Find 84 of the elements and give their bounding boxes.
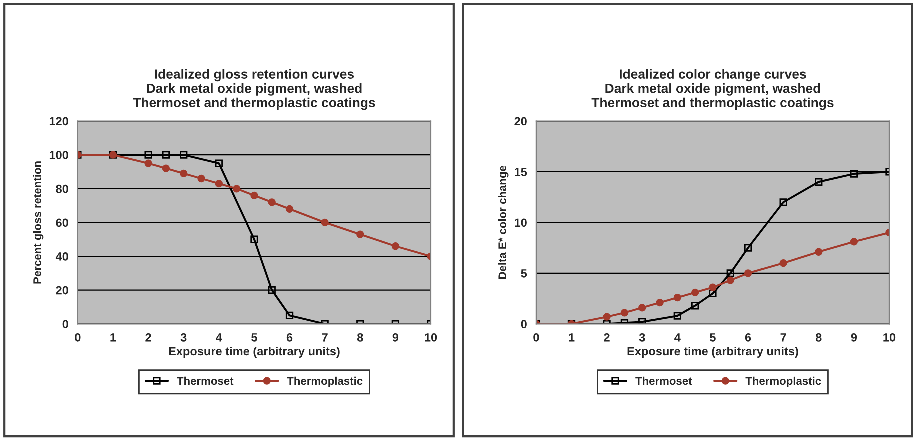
x-tick-label: 2 [604,333,610,342]
y-tick-label: 120 [50,117,68,126]
x-tick-label: 8 [816,333,822,342]
point [198,174,206,183]
point [162,164,170,172]
y-tick-label: 60 [56,218,68,228]
point [286,205,294,213]
point [180,170,188,178]
point [603,313,611,321]
y-tick-label: 40 [56,252,68,261]
point [162,151,170,159]
point [180,151,188,159]
point [321,218,329,227]
point [780,198,788,206]
x-tick-label: 7 [322,334,328,342]
x-tick-label: 2 [146,333,152,342]
y-tick-label: 20 [514,117,527,126]
legend-label: Thermoplastic [746,376,822,388]
chart-title: Idealized color change curves Dark metal oxide pigment, washed Thermoset and thermoplastic coatings [592,69,834,110]
point [691,302,700,310]
x-axis-title: Exposure time (arbitrary units) [628,346,798,358]
point [638,304,646,312]
x-axis-title: Exposure time (arbitrary units) [169,346,340,358]
point [144,160,152,168]
x-tick-label: 9 [851,333,858,342]
x-tick-label: 0 [75,333,81,342]
x-tick-label: 4 [216,334,222,342]
point [656,299,664,307]
point [392,242,400,250]
point [215,180,223,188]
y-tick-label: 15 [515,168,528,176]
point [850,170,858,178]
point [215,160,223,168]
x-tick-label: 6 [745,333,752,342]
y-tick-label: 0 [521,320,527,329]
point [815,178,823,186]
x-tick-label: 3 [180,333,187,342]
point [620,309,629,317]
legend-label: Thermoplastic [287,376,363,388]
x-tick-label: 0 [534,333,540,342]
point [674,294,682,302]
point [356,230,364,238]
y-tick-label: 10 [515,218,527,228]
point [815,248,823,256]
x-tick-label: 1 [110,334,116,342]
x-tick-label: 7 [780,334,786,342]
y-tick-label: 100 [50,151,68,160]
point [674,312,682,320]
point [286,312,294,320]
point [268,286,276,294]
point [850,238,858,246]
y-tick-label: 80 [56,184,68,194]
y-axis-title: Percent gloss retention [33,162,44,284]
point [709,290,717,298]
x-tick-label: 6 [286,333,293,342]
x-tick-label: 8 [357,333,364,342]
x-tick-label: 10 [884,333,896,342]
legend-label: Thermoset [177,376,234,386]
point [232,185,241,193]
point [691,288,700,297]
y-tick-label: 5 [521,270,528,278]
x-tick-label: 1 [569,334,575,342]
x-tick-label: 3 [639,333,646,342]
y-tick-label: 20 [56,286,68,295]
y-tick-label: 0 [62,320,68,329]
point [780,259,788,268]
x-tick-label: 10 [425,333,438,342]
x-tick-label: 5 [252,334,258,342]
chart-title: Idealized gloss retention curves Dark metal oxide pigment, washed Thermoset and thermoplastic coatings [133,69,376,110]
y-axis-title: Delta E* color change [498,166,509,280]
point [250,236,258,244]
x-tick-label: 9 [392,333,399,342]
point [726,276,734,284]
legend-label: Thermoset [636,376,692,386]
point [744,244,752,252]
point [250,192,258,200]
point [144,151,152,159]
point [726,270,734,278]
point [744,270,752,278]
point [638,318,646,324]
x-tick-label: 4 [674,334,681,342]
x-tick-label: 5 [710,334,716,342]
point [268,198,276,206]
point [709,284,717,292]
